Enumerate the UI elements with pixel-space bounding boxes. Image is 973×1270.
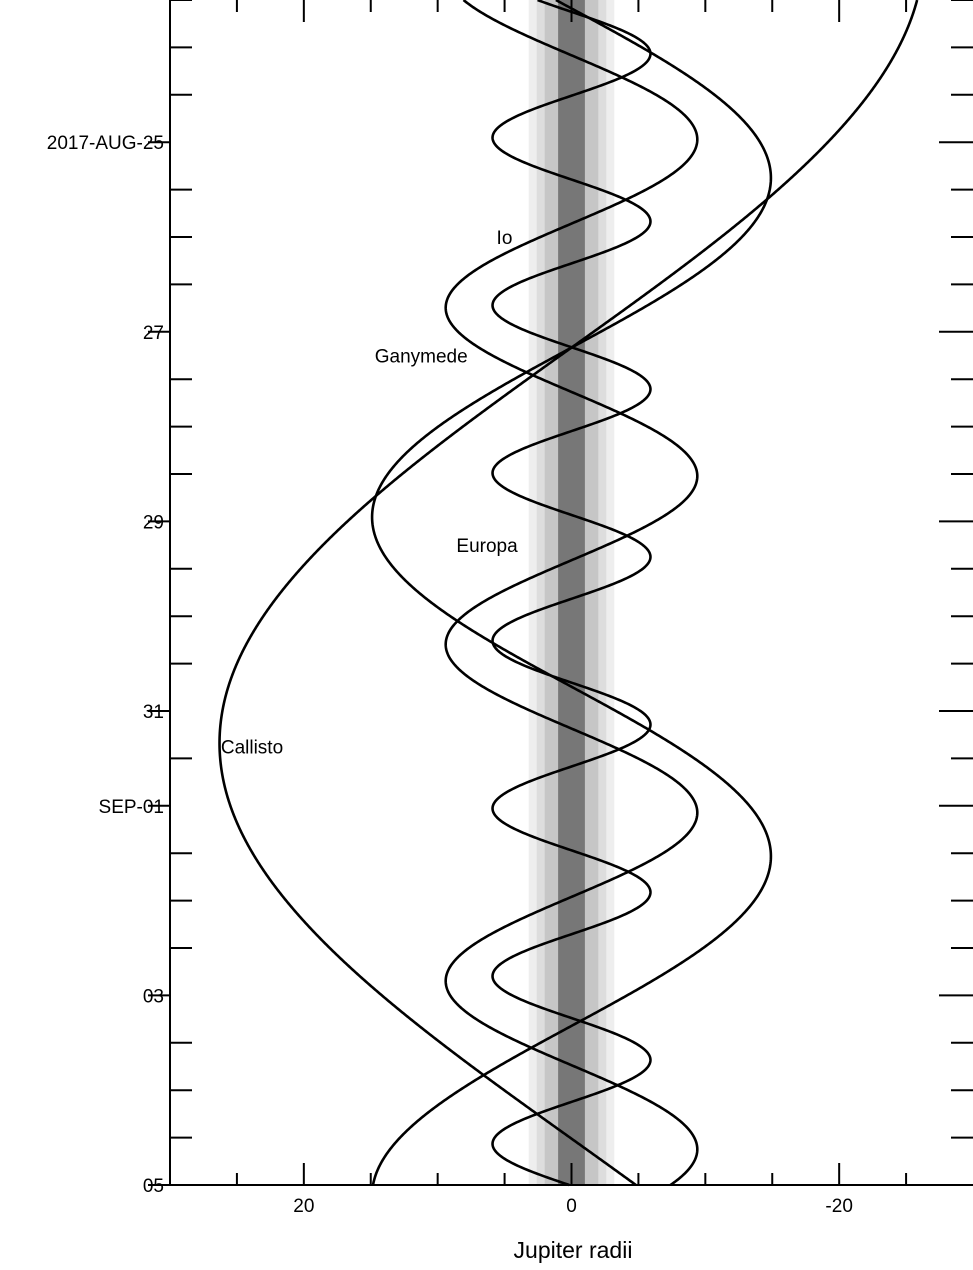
label-ganymede: Ganymede: [375, 347, 468, 368]
y-tick-label: SEP-01: [99, 797, 164, 818]
x-tick-label: -20: [825, 1196, 852, 1217]
label-callisto: Callisto: [221, 738, 283, 759]
x-tick-label: 20: [293, 1196, 314, 1217]
label-europa: Europa: [456, 536, 518, 557]
moon-labels: Io Europa Ganymede Callisto: [221, 228, 518, 759]
planet-band-layer-3: [558, 0, 585, 1185]
y-tick-label: 29: [143, 512, 164, 533]
x-axis-title: Jupiter radii: [514, 1237, 633, 1263]
y-tick-label: 05: [143, 1176, 164, 1197]
axes: 20 0 -20 2017-AUG-25 27 29 31 SEP-01 03 05: [47, 0, 973, 1217]
y-tick-label: 03: [143, 986, 164, 1007]
y-tick-label: 27: [143, 323, 164, 344]
y-tick-label: 31: [143, 702, 164, 723]
y-tick-label: 2017-AUG-25: [47, 133, 164, 154]
label-io: Io: [497, 228, 513, 249]
x-tick-label: 0: [566, 1196, 577, 1217]
